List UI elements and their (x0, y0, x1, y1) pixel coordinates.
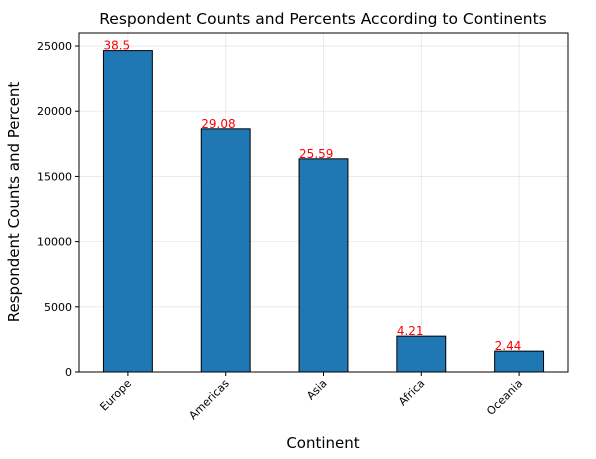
bar-asia (298, 158, 349, 373)
data-label-africa: 4.21 (397, 324, 424, 338)
x-axis-label: Continent (286, 434, 359, 452)
y-tick-label-2: 10000 (37, 236, 72, 249)
bars (102, 50, 545, 373)
data-label-americas: 29.08 (201, 117, 235, 131)
data-label-asia: 25.59 (299, 147, 333, 161)
bar-oceania (494, 350, 545, 373)
y-tick-label-1: 5000 (44, 301, 72, 314)
x-tick-label-asia: Asia (304, 377, 330, 403)
y-tick-label-0: 0 (65, 366, 72, 379)
x-axis: Europe Americas Asia Africa Oceania (97, 372, 525, 422)
data-label-oceania: 2.44 (495, 339, 522, 353)
bar-europe (102, 50, 153, 373)
data-labels: 38.5 29.08 25.59 4.21 2.44 (103, 39, 521, 354)
y-axis-label: Respondent Counts and Percent (5, 82, 23, 323)
x-tick-label-oceania: Oceania (484, 377, 525, 418)
y-axis: 0 5000 10000 15000 20000 25000 (37, 40, 79, 379)
x-tick-label-americas: Americas (186, 377, 232, 423)
y-tick-label-4: 20000 (37, 105, 72, 118)
data-label-europe: 38.5 (103, 39, 130, 53)
chart-title: Respondent Counts and Percents According… (99, 10, 547, 28)
x-tick-label-europe: Europe (97, 377, 134, 414)
bar-americas (200, 128, 251, 373)
bar-africa (396, 335, 447, 373)
x-tick-label-africa: Africa (396, 377, 427, 408)
y-tick-label-3: 15000 (37, 170, 72, 183)
y-tick-label-5: 25000 (37, 40, 72, 53)
